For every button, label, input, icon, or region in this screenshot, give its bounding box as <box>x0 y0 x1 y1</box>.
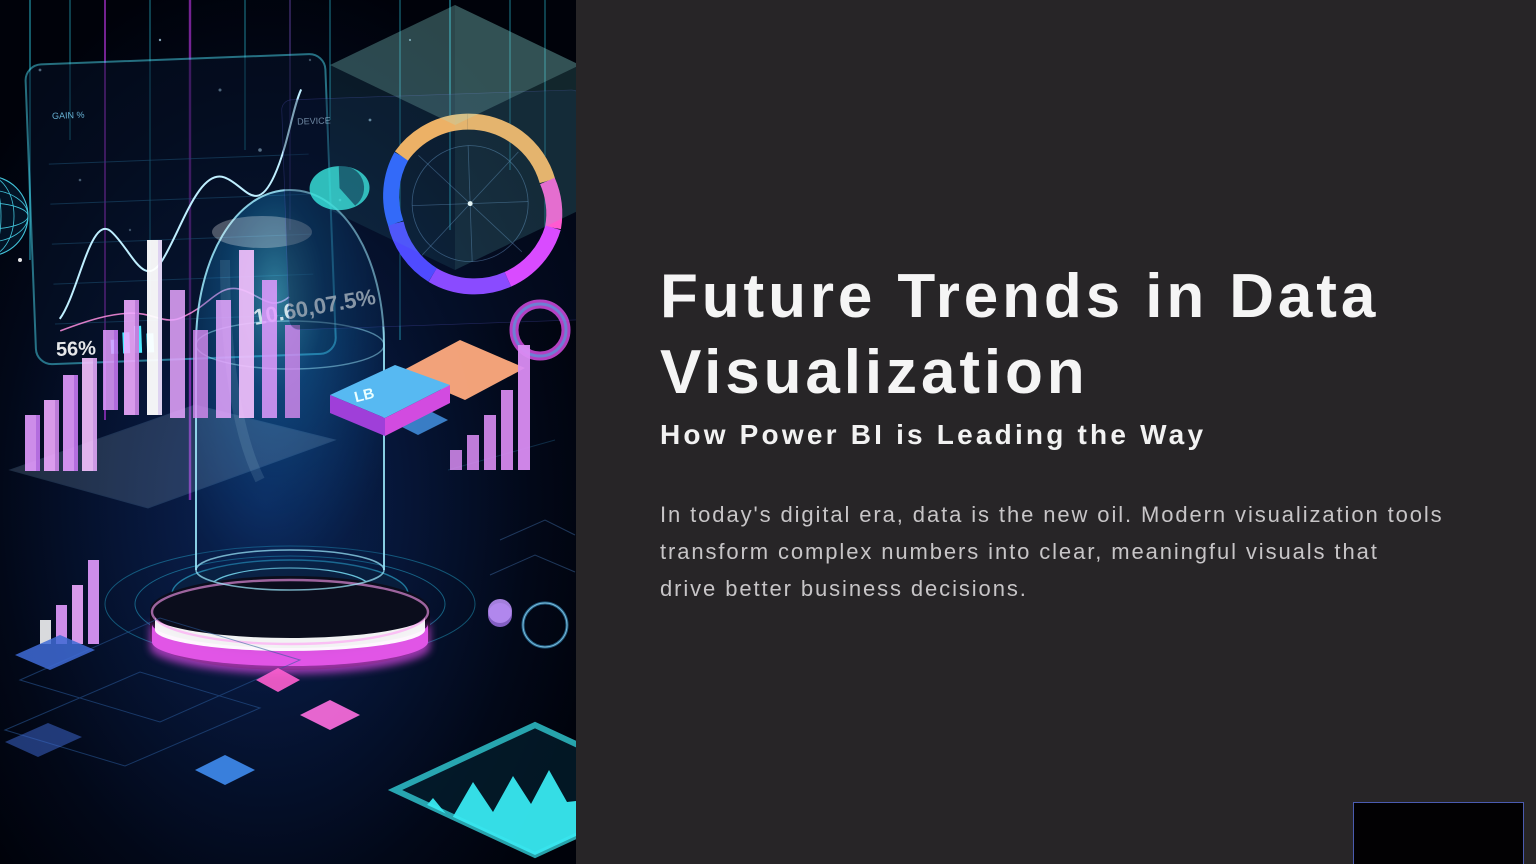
svg-text:GAIN %: GAIN % <box>52 110 85 121</box>
svg-text:56%: 56% <box>56 337 97 361</box>
svg-text:DEVICE: DEVICE <box>297 115 331 126</box>
